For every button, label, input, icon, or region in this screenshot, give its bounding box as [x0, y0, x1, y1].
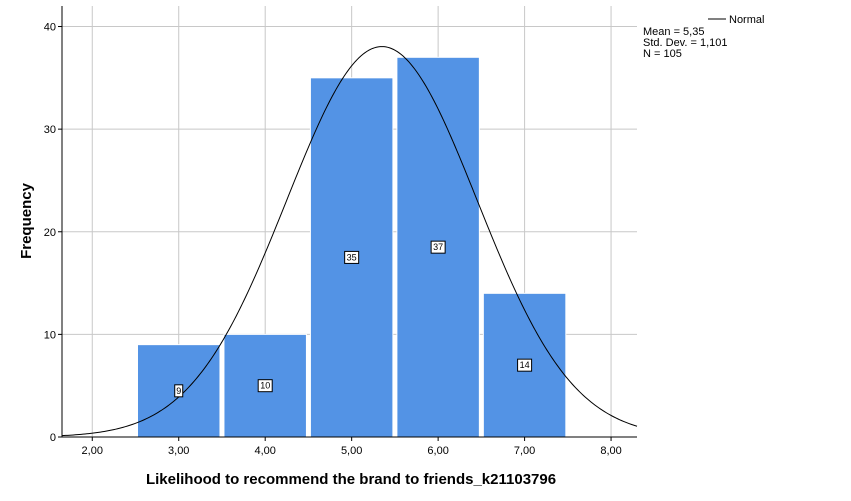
- y-axis-title: Frequency: [18, 182, 35, 259]
- data-label-35: 35: [344, 250, 360, 264]
- data-label-text-14: 14: [520, 360, 530, 370]
- legend-stat-n: N = 105: [643, 48, 682, 60]
- legend-stat-std-dev: Std. Dev. = 1,101: [643, 37, 728, 49]
- y-tick-label-0: 0: [50, 432, 56, 444]
- data-label-text-35: 35: [347, 252, 357, 262]
- legend-entry-normal: Normal: [729, 14, 764, 26]
- x-axis-title: Likelihood to recommend the brand to fri…: [146, 471, 556, 488]
- y-axis-ticks: 0 10 20 30 40: [44, 22, 62, 444]
- data-label-9: 9: [174, 384, 184, 398]
- x-tick-label-2: 4,00: [254, 445, 275, 457]
- data-label-14: 14: [517, 358, 533, 372]
- normal-curve: [61, 46, 638, 437]
- y-tick-label-2: 20: [44, 227, 56, 239]
- x-tick-label-4: 6,00: [427, 445, 448, 457]
- data-label-text-9: 9: [176, 386, 181, 396]
- y-tick-label-4: 40: [44, 22, 56, 34]
- data-label-box-9: [174, 384, 184, 398]
- axes: [61, 6, 637, 438]
- data-label-text-10: 10: [260, 381, 270, 391]
- x-tick-label-1: 3,00: [168, 445, 189, 457]
- y-tick-label-3: 30: [44, 124, 56, 136]
- data-label-box-10: [257, 379, 273, 393]
- legend: Normal Mean = 5,35 Std. Dev. = 1,101 N =…: [643, 14, 764, 60]
- x-tick-label-5: 7,00: [514, 445, 535, 457]
- legend-stat-mean: Mean = 5,35: [643, 26, 704, 38]
- data-label-text-37: 37: [433, 242, 443, 252]
- x-tick-label-6: 8,00: [600, 445, 621, 457]
- x-tick-label-0: 2,00: [82, 445, 103, 457]
- data-label-box-37: [430, 240, 446, 254]
- data-label-box-14: [517, 358, 533, 372]
- bars-group: [136, 56, 567, 438]
- y-tick-label-1: 10: [44, 329, 56, 341]
- data-label-box-35: [344, 250, 360, 264]
- data-label-10: 10: [257, 379, 273, 393]
- data-labels-group: 9 10 35 37 14: [174, 240, 533, 398]
- x-axis-ticks: 2,00 3,00 4,00 5,00 6,00 7,00 8,00: [82, 437, 622, 457]
- data-label-37: 37: [430, 240, 446, 254]
- x-tick-label-3: 5,00: [341, 445, 362, 457]
